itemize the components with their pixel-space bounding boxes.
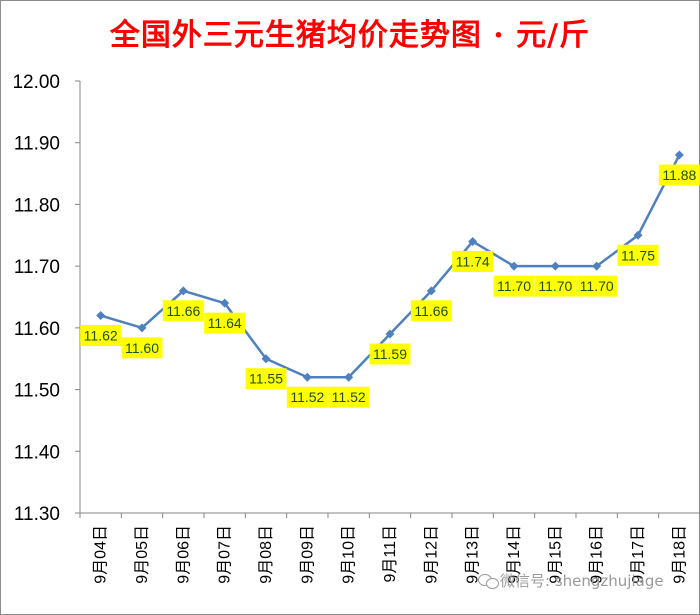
data-label-background xyxy=(328,386,370,408)
data-label-background xyxy=(658,164,700,186)
data-label-background xyxy=(617,244,659,266)
data-label-background xyxy=(80,325,122,347)
data-point xyxy=(261,354,271,364)
chart-title: 全国外三元生猪均价走势图 · 元/斤 xyxy=(109,18,591,53)
data-label: 11.75 xyxy=(621,247,655,263)
data-label-background xyxy=(493,275,535,297)
y-tick-label: 11.30 xyxy=(14,504,60,525)
data-label: 11.70 xyxy=(497,278,531,294)
data-point xyxy=(178,286,188,296)
data-label-background xyxy=(576,275,618,297)
data-label: 11.88 xyxy=(662,167,696,183)
data-point xyxy=(426,286,436,296)
x-tick-label: 9月17日 xyxy=(630,525,647,584)
x-tick-label: 9月13日 xyxy=(465,525,482,584)
x-tick-label: 9月15日 xyxy=(547,525,564,584)
data-label: 11.60 xyxy=(125,340,159,356)
data-label: 11.52 xyxy=(332,389,366,405)
data-label-background xyxy=(121,337,163,359)
x-tick-label: 9月07日 xyxy=(217,525,234,584)
x-tick-label: 9月11日 xyxy=(382,525,399,583)
data-label: 11.66 xyxy=(414,303,448,319)
data-point xyxy=(137,323,147,333)
data-point xyxy=(468,236,478,246)
data-label-background xyxy=(452,250,494,272)
data-label-background xyxy=(204,312,246,334)
data-label: 11.66 xyxy=(166,303,200,319)
watermark-text: 微信号: shengzhujiage xyxy=(500,572,664,590)
x-tick-label: 9月04日 xyxy=(93,525,110,584)
data-label-background xyxy=(369,343,411,365)
data-label: 11.52 xyxy=(290,389,324,405)
y-tick-label: 11.70 xyxy=(14,257,60,278)
x-tick-label: 9月14日 xyxy=(506,525,523,584)
y-tick-label: 12.00 xyxy=(12,72,60,93)
y-axis-ticks: 11.30 11.40 11.50 11.60 11.70 11.80 11.90 12.00 xyxy=(12,72,80,525)
data-label-background xyxy=(245,368,287,390)
x-tick-label: 9月06日 xyxy=(175,525,192,584)
x-tick-label: 9月18日 xyxy=(671,525,688,584)
data-point xyxy=(302,372,312,382)
y-tick-label: 11.80 xyxy=(14,195,60,216)
y-tick-label: 11.40 xyxy=(14,442,60,463)
data-point xyxy=(509,261,519,271)
x-tick-label: 9月16日 xyxy=(589,525,606,584)
x-tick-label: 9月08日 xyxy=(258,525,275,584)
data-point xyxy=(633,230,643,240)
data-point xyxy=(385,329,395,339)
x-axis-ticks: 9月04日 9月05日 9月06日 9月07日 9月08日 9月09日 9月10日 9月11日… xyxy=(79,513,700,584)
data-labels: 11.62 11.60 11.66 11.64 11.55 11.52 11.52 11.59… xyxy=(80,164,700,408)
chart-axes xyxy=(79,81,700,514)
data-point xyxy=(220,298,230,308)
data-label: 11.59 xyxy=(373,346,407,362)
data-point xyxy=(674,150,684,160)
data-label: 11.74 xyxy=(456,253,490,269)
data-label: 11.70 xyxy=(538,278,572,294)
data-label: 11.70 xyxy=(580,278,614,294)
data-point xyxy=(96,311,106,321)
watermark: 微信号: shengzhujiage xyxy=(478,570,664,591)
y-tick-label: 11.90 xyxy=(14,134,60,155)
data-label-background xyxy=(286,386,328,408)
data-label-background xyxy=(162,300,204,322)
wechat-icon xyxy=(478,573,500,589)
data-label-background xyxy=(410,300,452,322)
data-label: 11.55 xyxy=(249,371,283,387)
data-point xyxy=(592,261,602,271)
x-tick-label: 9月12日 xyxy=(423,525,440,584)
x-tick-label: 9月10日 xyxy=(341,525,358,584)
y-tick-label: 11.50 xyxy=(14,381,60,402)
data-label-background xyxy=(534,275,576,297)
data-series xyxy=(96,150,684,382)
y-tick-label: 11.60 xyxy=(14,319,60,340)
x-tick-label: 9月09日 xyxy=(299,525,316,584)
data-label: 11.64 xyxy=(208,315,242,331)
x-tick-label: 9月05日 xyxy=(134,525,151,584)
data-label: 11.62 xyxy=(84,328,118,344)
data-point xyxy=(550,261,560,271)
data-point xyxy=(344,372,354,382)
